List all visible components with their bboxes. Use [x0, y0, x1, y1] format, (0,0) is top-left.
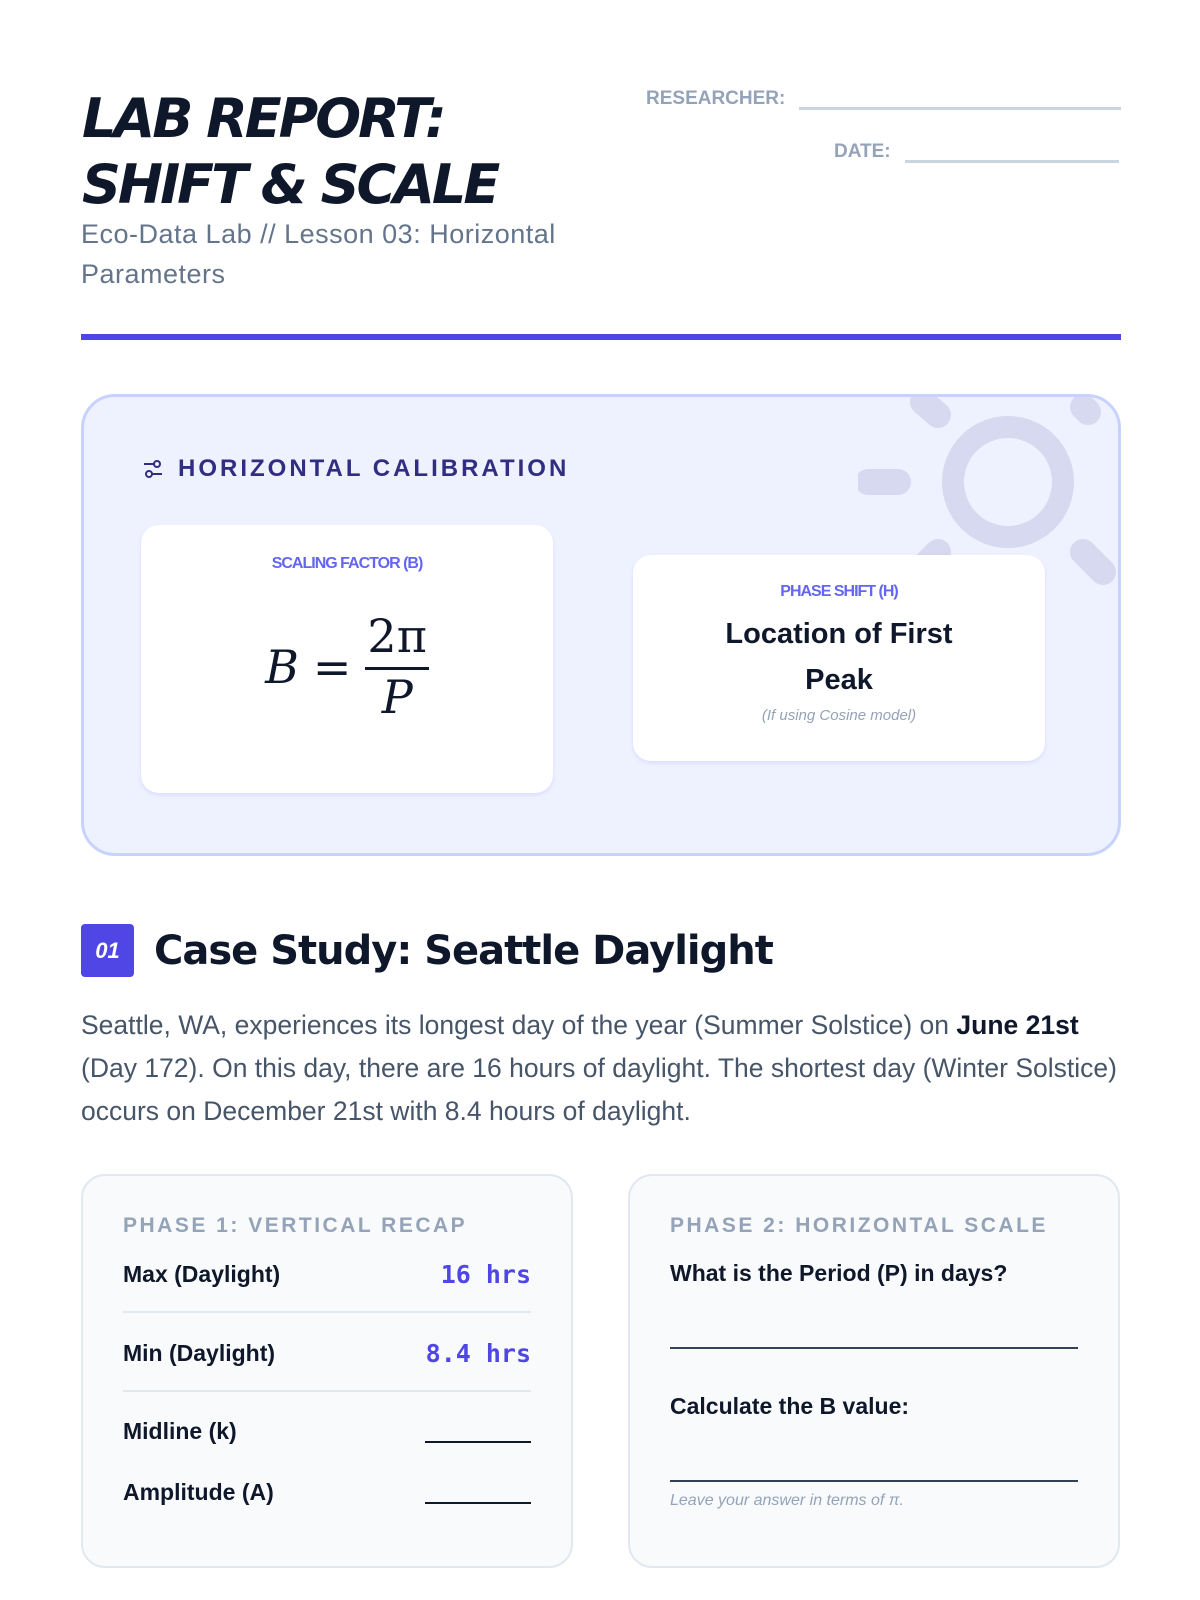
midline-input[interactable]: [425, 1421, 531, 1443]
midline-row: Midline (k): [123, 1418, 531, 1445]
section-title: Case Study: Seattle Daylight: [154, 927, 774, 974]
date-label: DATE:: [834, 141, 891, 162]
amplitude-row: Amplitude (A): [123, 1479, 531, 1506]
phase-1-panel: PHASE 1: VERTICAL RECAP Max (Daylight) 16…: [81, 1174, 573, 1568]
formula-denominator: P: [381, 670, 413, 724]
min-label: Min (Daylight): [123, 1340, 276, 1366]
min-value: 8.4 hrs: [425, 1339, 531, 1368]
sliders-icon: [144, 460, 162, 478]
section-number-badge: 01: [81, 924, 134, 977]
b-value-question: Calculate the B value:: [670, 1393, 910, 1419]
formula-equals: =: [312, 639, 352, 694]
para-bold-date: June 21st: [956, 1010, 1079, 1040]
phase-shift-card: PHASE SHIFT (H) Location of First Peak (…: [633, 555, 1045, 761]
researcher-field: RESEARCHER:: [646, 86, 1122, 110]
max-value: 16 hrs: [440, 1260, 531, 1289]
horizontal-calibration-panel: HORIZONTAL CALIBRATION SCALING FACTOR (B…: [81, 394, 1121, 856]
scaling-factor-label: SCALING FACTOR (B): [271, 555, 424, 572]
phase-1-title: PHASE 1: VERTICAL RECAP: [123, 1214, 468, 1237]
phase-shift-note: (If using Cosine model): [761, 707, 917, 724]
scaling-factor-card: SCALING FACTOR (B) B = 2π P: [141, 525, 553, 793]
b-formula: B = 2π P: [141, 609, 553, 724]
date-input[interactable]: [904, 139, 1119, 163]
pi-hint: Leave your answer in terms of π.: [670, 1492, 904, 1509]
researcher-input[interactable]: [799, 86, 1122, 110]
phase-2-title: PHASE 2: HORIZONTAL SCALE: [670, 1214, 1048, 1237]
period-answer-input[interactable]: [670, 1287, 1078, 1349]
max-row: Max (Daylight) 16 hrs: [123, 1260, 531, 1313]
formula-numerator: 2π: [365, 609, 429, 670]
page-title: LAB REPORT: SHIFT & SCALE: [82, 86, 500, 218]
period-question: What is the Period (P) in days?: [670, 1260, 1008, 1286]
max-label: Max (Daylight): [123, 1261, 281, 1287]
para-part-2: (Day 172). On this day, there are 16 hou…: [81, 1053, 1117, 1126]
phase-shift-text: Location of First Peak: [725, 618, 953, 696]
min-row: Min (Daylight) 8.4 hrs: [123, 1339, 531, 1392]
amplitude-label: Amplitude (A): [123, 1479, 274, 1505]
b-value-answer-input[interactable]: [670, 1420, 1078, 1482]
amplitude-input[interactable]: [425, 1482, 531, 1504]
formula-lhs: B: [265, 639, 299, 694]
para-part-1: Seattle, WA, experiences its longest day…: [81, 1010, 957, 1040]
researcher-label: RESEARCHER:: [646, 88, 786, 109]
phase-2-panel: PHASE 2: HORIZONTAL SCALE What is the Pe…: [628, 1174, 1120, 1568]
header-divider: [81, 334, 1121, 340]
section-header: 01 Case Study: Seattle Daylight: [81, 924, 774, 977]
case-study-paragraph: Seattle, WA, experiences its longest day…: [81, 1004, 1121, 1133]
date-field: DATE:: [834, 139, 1119, 163]
title-line-1: LAB REPORT:: [82, 87, 447, 150]
phase-shift-label: PHASE SHIFT (H): [780, 583, 898, 600]
midline-label: Midline (k): [123, 1418, 237, 1444]
subtitle: Eco-Data Lab // Lesson 03: Horizontal Pa…: [81, 219, 556, 289]
calibration-heading: HORIZONTAL CALIBRATION: [142, 455, 569, 483]
title-line-2: SHIFT & SCALE: [82, 153, 500, 216]
calibration-heading-text: HORIZONTAL CALIBRATION: [178, 455, 570, 482]
formula-fraction: 2π P: [365, 609, 429, 724]
